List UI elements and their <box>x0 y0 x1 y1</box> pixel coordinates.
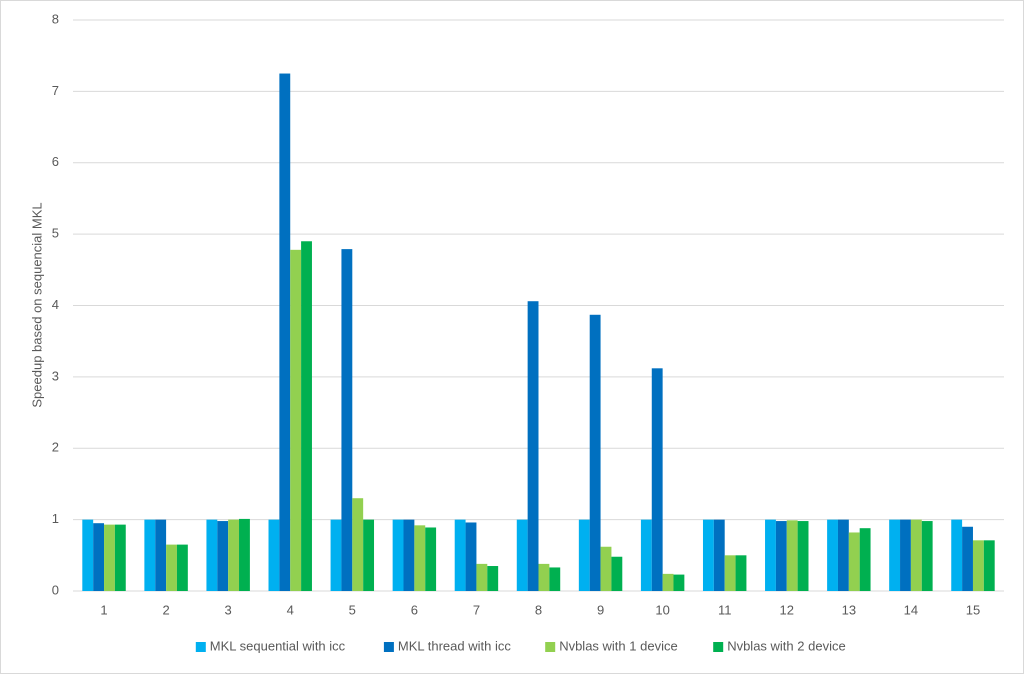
bar <box>279 73 291 591</box>
bar <box>797 521 809 591</box>
y-tick-label: 5 <box>52 226 59 241</box>
bar <box>549 567 561 591</box>
legend-label: MKL thread with icc <box>398 638 511 653</box>
bar <box>848 532 860 591</box>
bar <box>465 522 477 591</box>
bar <box>516 519 528 591</box>
legend-label: Nvblas with 2 device <box>727 638 846 653</box>
bar <box>611 556 623 591</box>
bar <box>538 563 550 591</box>
bar <box>673 574 685 591</box>
bar <box>702 519 714 591</box>
bar <box>962 526 973 591</box>
bar <box>735 555 747 591</box>
y-tick-label: 3 <box>52 368 59 383</box>
bar <box>392 519 404 591</box>
bar <box>900 519 911 591</box>
bar <box>268 519 280 591</box>
bar <box>724 555 736 591</box>
legend-swatch <box>195 642 206 652</box>
bar <box>352 498 364 591</box>
bar <box>330 519 342 591</box>
x-tick-label: 1 <box>100 602 107 617</box>
bar <box>476 563 488 591</box>
legend-label: Nvblas with 1 device <box>559 638 678 653</box>
bar <box>93 523 105 591</box>
bar <box>765 519 776 591</box>
bar <box>217 521 229 591</box>
legend-label: MKL sequential with icc <box>210 638 346 653</box>
y-tick-label: 7 <box>52 83 59 98</box>
bar <box>166 544 177 591</box>
x-tick-label: 15 <box>966 602 980 617</box>
bar <box>341 249 353 591</box>
bar <box>425 527 437 591</box>
bar <box>414 525 426 591</box>
bar <box>640 519 652 591</box>
bar <box>290 249 302 591</box>
x-tick-label: 4 <box>287 602 294 617</box>
x-tick-label: 14 <box>904 602 918 617</box>
x-tick-label: 7 <box>473 602 480 617</box>
x-tick-label: 5 <box>349 602 356 617</box>
bar <box>578 519 590 591</box>
x-tick-label: 9 <box>597 602 604 617</box>
bar <box>972 540 984 591</box>
bar <box>827 519 838 591</box>
bar <box>104 524 115 591</box>
bar <box>910 519 922 591</box>
bar <box>786 520 798 591</box>
legend-swatch <box>383 642 394 652</box>
bar <box>155 519 167 591</box>
y-tick-label: 4 <box>52 297 59 312</box>
bar <box>589 314 601 591</box>
y-axis-label: Speedup based on sequencial MKL <box>29 202 44 407</box>
y-tick-label: 6 <box>52 154 59 169</box>
bar <box>206 519 218 591</box>
bar <box>662 573 674 591</box>
x-tick-label: 10 <box>655 602 669 617</box>
bar <box>951 519 963 591</box>
x-tick-label: 8 <box>535 602 542 617</box>
bar <box>983 540 995 591</box>
bar <box>228 519 240 591</box>
bar <box>889 519 901 591</box>
y-tick-label: 2 <box>52 440 59 455</box>
x-tick-label: 2 <box>162 602 169 617</box>
x-tick-label: 12 <box>780 602 794 617</box>
bar <box>859 528 871 591</box>
bar <box>403 519 415 591</box>
x-tick-label: 3 <box>225 602 232 617</box>
bar <box>600 546 612 591</box>
bar <box>82 519 94 591</box>
bar <box>454 519 466 591</box>
legend-swatch <box>713 642 724 652</box>
x-tick-label: 13 <box>842 602 856 617</box>
bar <box>239 518 250 591</box>
bar <box>301 241 312 591</box>
y-tick-label: 8 <box>52 11 59 26</box>
bar <box>114 524 126 591</box>
bar <box>921 521 933 591</box>
y-tick-label: 0 <box>52 582 59 597</box>
legend-swatch <box>545 642 556 652</box>
x-tick-label: 11 <box>718 602 732 617</box>
y-tick-label: 1 <box>52 511 59 526</box>
bar <box>775 521 787 591</box>
bar <box>176 544 188 591</box>
bar <box>487 566 499 591</box>
bar <box>527 301 539 591</box>
x-tick-label: 6 <box>411 602 418 617</box>
bar <box>713 519 725 591</box>
bar <box>144 519 156 591</box>
bar <box>363 519 375 591</box>
bar <box>651 368 663 591</box>
bar <box>837 519 849 591</box>
